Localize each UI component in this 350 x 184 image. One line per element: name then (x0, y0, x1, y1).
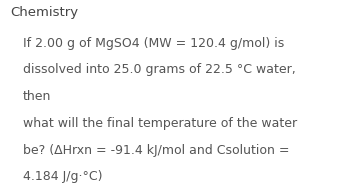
Text: 4.184 J/g·°C): 4.184 J/g·°C) (23, 170, 102, 183)
Text: If 2.00 g of MgSO4 (MW = 120.4 g/mol) is: If 2.00 g of MgSO4 (MW = 120.4 g/mol) is (23, 37, 284, 50)
Text: dissolved into 25.0 grams of 22.5 °C water,: dissolved into 25.0 grams of 22.5 °C wat… (23, 63, 295, 77)
Text: then: then (23, 90, 51, 103)
Text: be? (ΔHrxn = -91.4 kJ/mol and Csolution =: be? (ΔHrxn = -91.4 kJ/mol and Csolution … (23, 144, 289, 157)
Text: Chemistry: Chemistry (10, 6, 79, 19)
Text: what will the final temperature of the water: what will the final temperature of the w… (23, 117, 297, 130)
